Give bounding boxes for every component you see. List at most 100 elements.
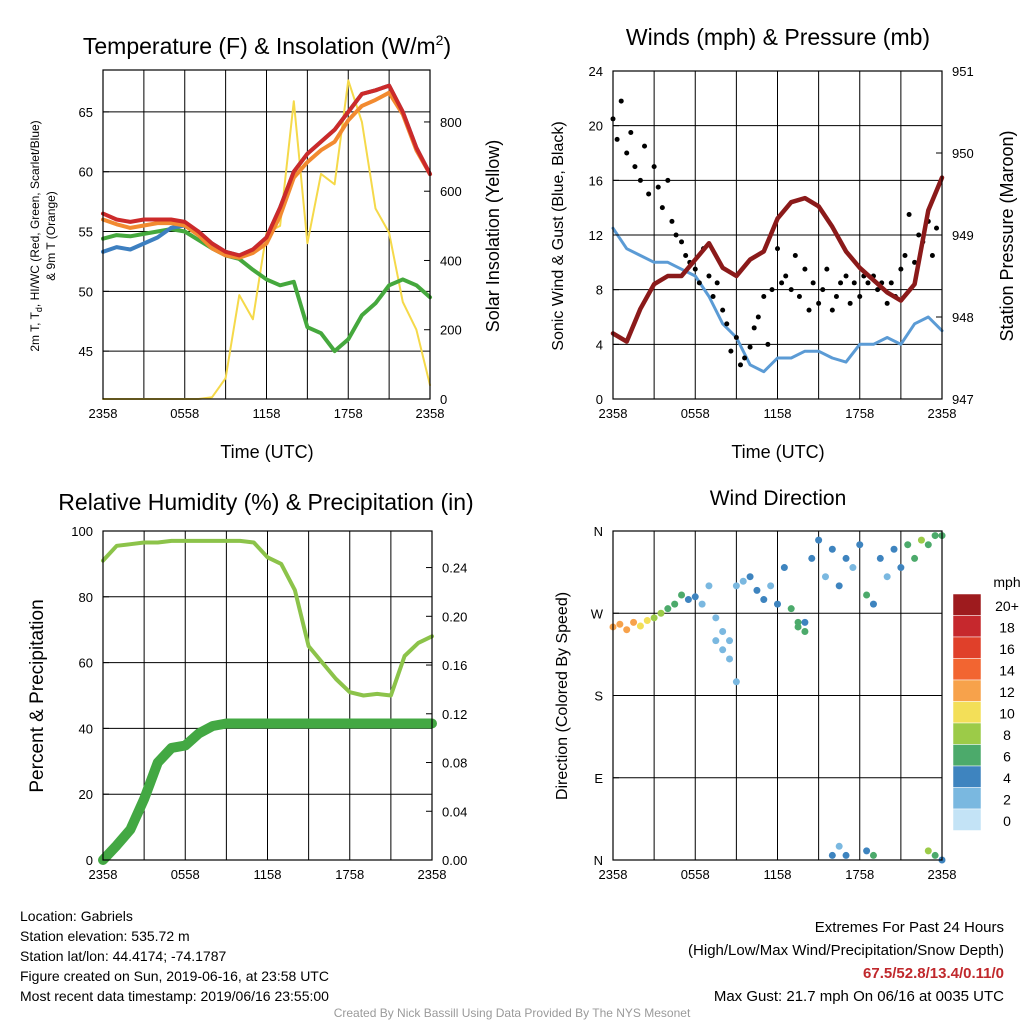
gust-point: [618, 98, 624, 104]
wind-direction-point: [828, 851, 836, 859]
legend-swatch: [952, 787, 982, 810]
x-tick-label: 0558: [681, 867, 710, 882]
wind-direction-point: [842, 851, 850, 859]
wind-direction-point: [726, 637, 734, 645]
y-tick-label-left: 60: [79, 165, 93, 180]
wind-direction-point: [726, 655, 734, 663]
x-tick-label: 2358: [928, 406, 957, 421]
gust-point: [651, 164, 657, 170]
legend-label: 16: [999, 641, 1015, 657]
y-tick-label-left: 40: [79, 721, 93, 736]
temperature-ylabel-left: 2m T, Td, HI/WC (Red, Green, Scarlet/Blu…: [28, 120, 44, 351]
gust-point: [906, 212, 912, 217]
x-tick-label: 2358: [89, 867, 118, 882]
wind-direction-point: [883, 573, 891, 581]
credit-text: Created By Nick Bassill Using Data Provi…: [333, 1006, 691, 1020]
legend-label: 18: [999, 620, 1015, 636]
legend-swatch: [952, 636, 982, 659]
wind-direction-point: [869, 600, 877, 608]
temperature-ticks: 2358 0558 1158 1758 2358 45 50 55 60 65 0 200 400 600…: [79, 105, 462, 421]
recent-text: Most recent data timestamp: 2019/06/16 2…: [20, 988, 329, 1004]
legend-label: 8: [1003, 727, 1011, 743]
y-tick-label-left: 55: [79, 225, 93, 240]
extremes-subtitle: (High/Low/Max Wind/Precipitation/Snow De…: [688, 942, 1004, 959]
legend-label: 14: [999, 663, 1015, 679]
y-tick-label-left: 0: [596, 392, 603, 407]
wind-direction-point: [657, 609, 665, 617]
wind-direction-point: [801, 628, 809, 636]
winds-title: Winds (mph) & Pressure (mb): [626, 24, 930, 50]
gust-point: [751, 325, 757, 331]
wind-direction-point: [904, 541, 912, 549]
wind-direction-ylabel: Direction (Colored By Speed): [554, 592, 571, 800]
extremes-values: 67.5/52.8/13.4/0.11/0: [863, 965, 1004, 982]
legend-swatch: [952, 722, 982, 745]
y-tick-label-right: 0.00: [442, 853, 467, 868]
wind-speed-line: [611, 226, 944, 374]
wind-direction-point: [678, 591, 686, 599]
wind-direction-point: [863, 591, 871, 599]
y-tick-label-right: 800: [440, 115, 462, 130]
wind-direction-point: [643, 617, 651, 625]
gust-point: [796, 294, 802, 299]
location-text: Location: Gabriels: [20, 908, 133, 924]
wind-direction-point: [917, 536, 925, 544]
temperature-frame: [102, 69, 431, 400]
gust-point: [802, 266, 808, 272]
legend-swatch: [952, 765, 982, 788]
x-tick-label: 1158: [253, 406, 281, 421]
legend-swatch: [952, 615, 982, 638]
wind-direction-point: [808, 554, 816, 562]
gust-point: [898, 266, 904, 272]
gust-point: [632, 164, 638, 170]
max-gust-text: Max Gust: 21.7 mph On 06/16 at 0035 UTC: [713, 988, 1004, 1005]
y-tick-label-left: 20: [79, 787, 93, 802]
legend-swatch: [952, 808, 982, 831]
legend-label: 6: [1003, 749, 1011, 765]
temperature-xlabel: Time (UTC): [220, 442, 313, 462]
elevation-text: Station elevation: 535.72 m: [20, 928, 190, 944]
wind-direction-grid: [613, 530, 942, 861]
wind-direction-point: [636, 622, 644, 630]
gust-point: [624, 150, 630, 156]
gust-point: [628, 130, 634, 135]
wind-direction-point: [774, 600, 781, 608]
y-tick-label-right: 949: [952, 228, 974, 243]
legend-label: 0: [1003, 813, 1011, 829]
wind-direction-point: [890, 545, 898, 553]
wind-direction-point: [815, 536, 823, 544]
legend-title: mph: [993, 574, 1020, 590]
gust-point: [673, 232, 679, 238]
gust-point: [810, 280, 816, 286]
y-tick-label-left: 45: [79, 344, 93, 359]
gust-point: [646, 191, 652, 197]
gust-point: [733, 335, 739, 340]
temperature-ylabel-left-line2: & 9m T (Orange): [44, 191, 58, 281]
gust-point: [916, 232, 922, 238]
x-tick-label: 0558: [170, 406, 199, 421]
humidity-ylabel-left: Percent & Precipitation: [27, 599, 48, 792]
gust-point: [847, 300, 853, 306]
x-tick-label: 2358: [599, 406, 628, 421]
wind-direction-point: [828, 545, 836, 553]
x-tick-label: 1758: [845, 867, 874, 882]
wind-direction-point: [664, 605, 672, 613]
wind-direction-point: [931, 851, 939, 859]
precipitation-line: [98, 718, 437, 865]
wind-direction-point: [767, 582, 775, 590]
legend-swatch: [952, 701, 982, 724]
gust-point: [659, 205, 665, 211]
gust-point: [720, 307, 726, 313]
gust-point: [692, 266, 698, 272]
temperature-series-line: [101, 83, 432, 258]
winds-grid: [613, 70, 942, 400]
wind-direction-point: [684, 596, 692, 604]
y-tick-label-right: 0.12: [442, 707, 467, 722]
wind-direction-point: [691, 593, 699, 601]
gust-point: [642, 143, 648, 149]
y-tick-label-right: 951: [952, 64, 974, 79]
gust-point: [683, 253, 689, 258]
created-text: Figure created on Sun, 2019-06-16, at 23…: [20, 968, 329, 984]
gust-point: [792, 253, 798, 258]
